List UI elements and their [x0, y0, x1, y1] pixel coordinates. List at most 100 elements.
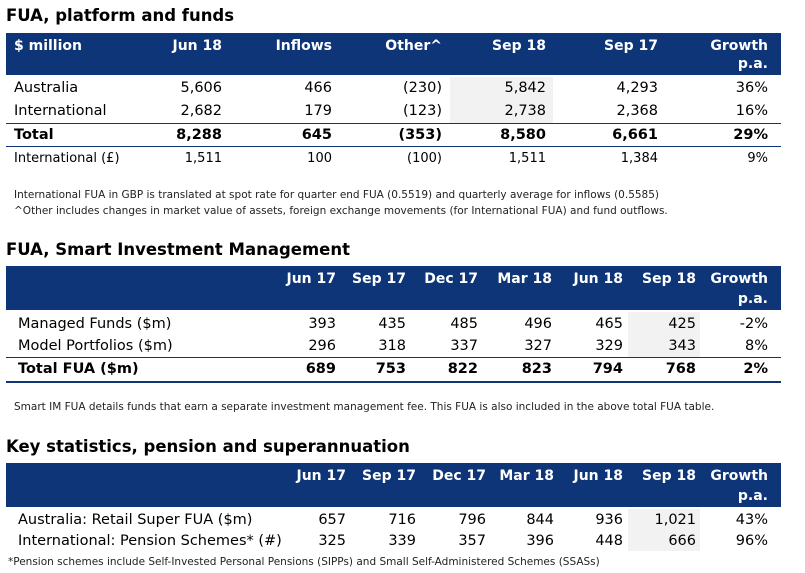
table-cell: 16% — [735, 103, 768, 119]
table-cell: 318 — [378, 338, 406, 354]
table-cell: (123) — [403, 103, 442, 119]
footnote: ^Other includes changes in market value … — [14, 205, 668, 217]
table-row: Australia 5,606 466 (230) 5,842 4,293 36… — [6, 77, 781, 100]
table-cell: 179 — [304, 103, 332, 119]
table-cell: 325 — [318, 533, 346, 549]
column-header: Dec 17 — [424, 271, 478, 287]
column-header: Other^ — [385, 38, 442, 54]
table-row: Model Portfolios ($m) 296 318 337 327 32… — [6, 335, 781, 358]
row-label: Total — [14, 127, 54, 143]
table-cell: 36% — [735, 80, 768, 96]
table-cell: 689 — [305, 361, 336, 377]
row-label: International — [14, 103, 107, 119]
column-header: Mar 18 — [499, 468, 554, 484]
row-label: Total FUA ($m) — [18, 361, 139, 377]
section-title-smart-im: FUA, Smart Investment Management — [6, 240, 350, 259]
table-cell: 43% — [735, 512, 768, 528]
row-label: Model Portfolios ($m) — [18, 338, 173, 354]
table-cell: 2,368 — [616, 103, 658, 119]
table-cell: 448 — [595, 533, 623, 549]
table-cell: 327 — [524, 338, 552, 354]
table-cell: 2% — [743, 361, 768, 377]
highlight-column — [450, 77, 553, 123]
table-cell: 666 — [668, 533, 696, 549]
table-cell: 2,738 — [504, 103, 546, 119]
divider — [6, 381, 781, 383]
table-cell: 645 — [301, 127, 332, 143]
table-cell: 2,682 — [180, 103, 222, 119]
table-row: International: Pension Schemes* (#) 325 … — [6, 530, 781, 553]
column-header-sub: p.a. — [737, 56, 768, 72]
table-cell: 1,511 — [508, 151, 546, 166]
table-cell: 435 — [378, 316, 406, 332]
table-cell: 657 — [318, 512, 346, 528]
column-header: Sep 17 — [362, 468, 416, 484]
table-row: Managed Funds ($m) 393 435 485 496 465 4… — [6, 313, 781, 336]
column-header: Jun 17 — [296, 468, 347, 484]
table-cell: 29% — [733, 127, 768, 143]
table-cell: 823 — [521, 361, 552, 377]
table-cell: 466 — [304, 80, 332, 96]
table-row-total: Total 8,288 645 (353) 8,580 6,661 29% — [6, 124, 781, 147]
table-cell: 4,293 — [616, 80, 658, 96]
divider — [6, 357, 781, 358]
column-header-sub: p.a. — [737, 291, 768, 307]
table-cell: 8% — [744, 338, 768, 354]
table-cell: (230) — [403, 80, 442, 96]
column-header: Jun 17 — [286, 271, 337, 287]
table-cell: 8,288 — [176, 127, 222, 143]
table-row: International 2,682 179 (123) 2,738 2,36… — [6, 100, 781, 123]
column-header: Inflows — [275, 38, 332, 54]
section-title-key-statistics: Key statistics, pension and superannuati… — [6, 437, 410, 456]
column-header: Mar 18 — [497, 271, 552, 287]
table-row-total: Total FUA ($m) 689 753 822 823 794 768 2… — [6, 358, 781, 381]
table-cell: 1,384 — [620, 151, 658, 166]
row-label: Managed Funds ($m) — [18, 316, 172, 332]
table-cell: 753 — [375, 361, 406, 377]
column-header: Growth — [710, 271, 768, 287]
table-cell: 343 — [668, 338, 696, 354]
row-label: International: Pension Schemes* (#) — [18, 533, 282, 549]
table-cell: 357 — [458, 533, 486, 549]
table-cell: 5,606 — [180, 80, 222, 96]
table-cell: (353) — [398, 127, 442, 143]
table-header-platform: $ million Jun 18 Inflows Other^ Sep 18 S… — [6, 33, 781, 75]
table-cell: 8,580 — [500, 127, 546, 143]
table-cell: 5,842 — [504, 80, 546, 96]
table-cell: 496 — [524, 316, 552, 332]
column-header: Sep 18 — [642, 468, 696, 484]
table-cell: -2% — [739, 316, 768, 332]
column-header: Sep 17 — [352, 271, 406, 287]
table-cell: 396 — [526, 533, 554, 549]
column-header-sub: p.a. — [737, 488, 768, 504]
footnote: Smart IM FUA details funds that earn a s… — [14, 401, 715, 413]
table-cell: 465 — [595, 316, 623, 332]
table-cell: 794 — [592, 361, 623, 377]
row-label: International (£) — [14, 151, 120, 166]
column-header: Jun 18 — [573, 468, 624, 484]
column-header: Sep 18 — [642, 271, 696, 287]
divider — [6, 123, 781, 124]
table-cell: 716 — [388, 512, 416, 528]
column-header: $ million — [14, 38, 82, 54]
footnote: *Pension schemes include Self-Invested P… — [8, 556, 600, 568]
column-header: Sep 18 — [492, 38, 546, 54]
highlight-column — [628, 312, 700, 357]
table-cell: 296 — [308, 338, 336, 354]
column-header: Dec 17 — [432, 468, 486, 484]
table-cell: 1,511 — [184, 151, 222, 166]
table-cell: 485 — [450, 316, 478, 332]
table-cell: 6,661 — [612, 127, 658, 143]
table-cell: 1,021 — [654, 512, 696, 528]
table-cell: 329 — [595, 338, 623, 354]
table-cell: 393 — [308, 316, 336, 332]
table-row: International (£) 1,511 100 (100) 1,511 … — [6, 147, 781, 170]
table-row: Australia: Retail Super FUA ($m) 657 716… — [6, 509, 781, 532]
table-cell: 100 — [307, 151, 332, 166]
row-label: Australia: Retail Super FUA ($m) — [18, 512, 253, 528]
table-cell: 796 — [458, 512, 486, 528]
row-label: Australia — [14, 80, 79, 96]
table-cell: 337 — [450, 338, 478, 354]
column-header: Growth — [710, 468, 768, 484]
table-cell: 9% — [747, 151, 768, 166]
